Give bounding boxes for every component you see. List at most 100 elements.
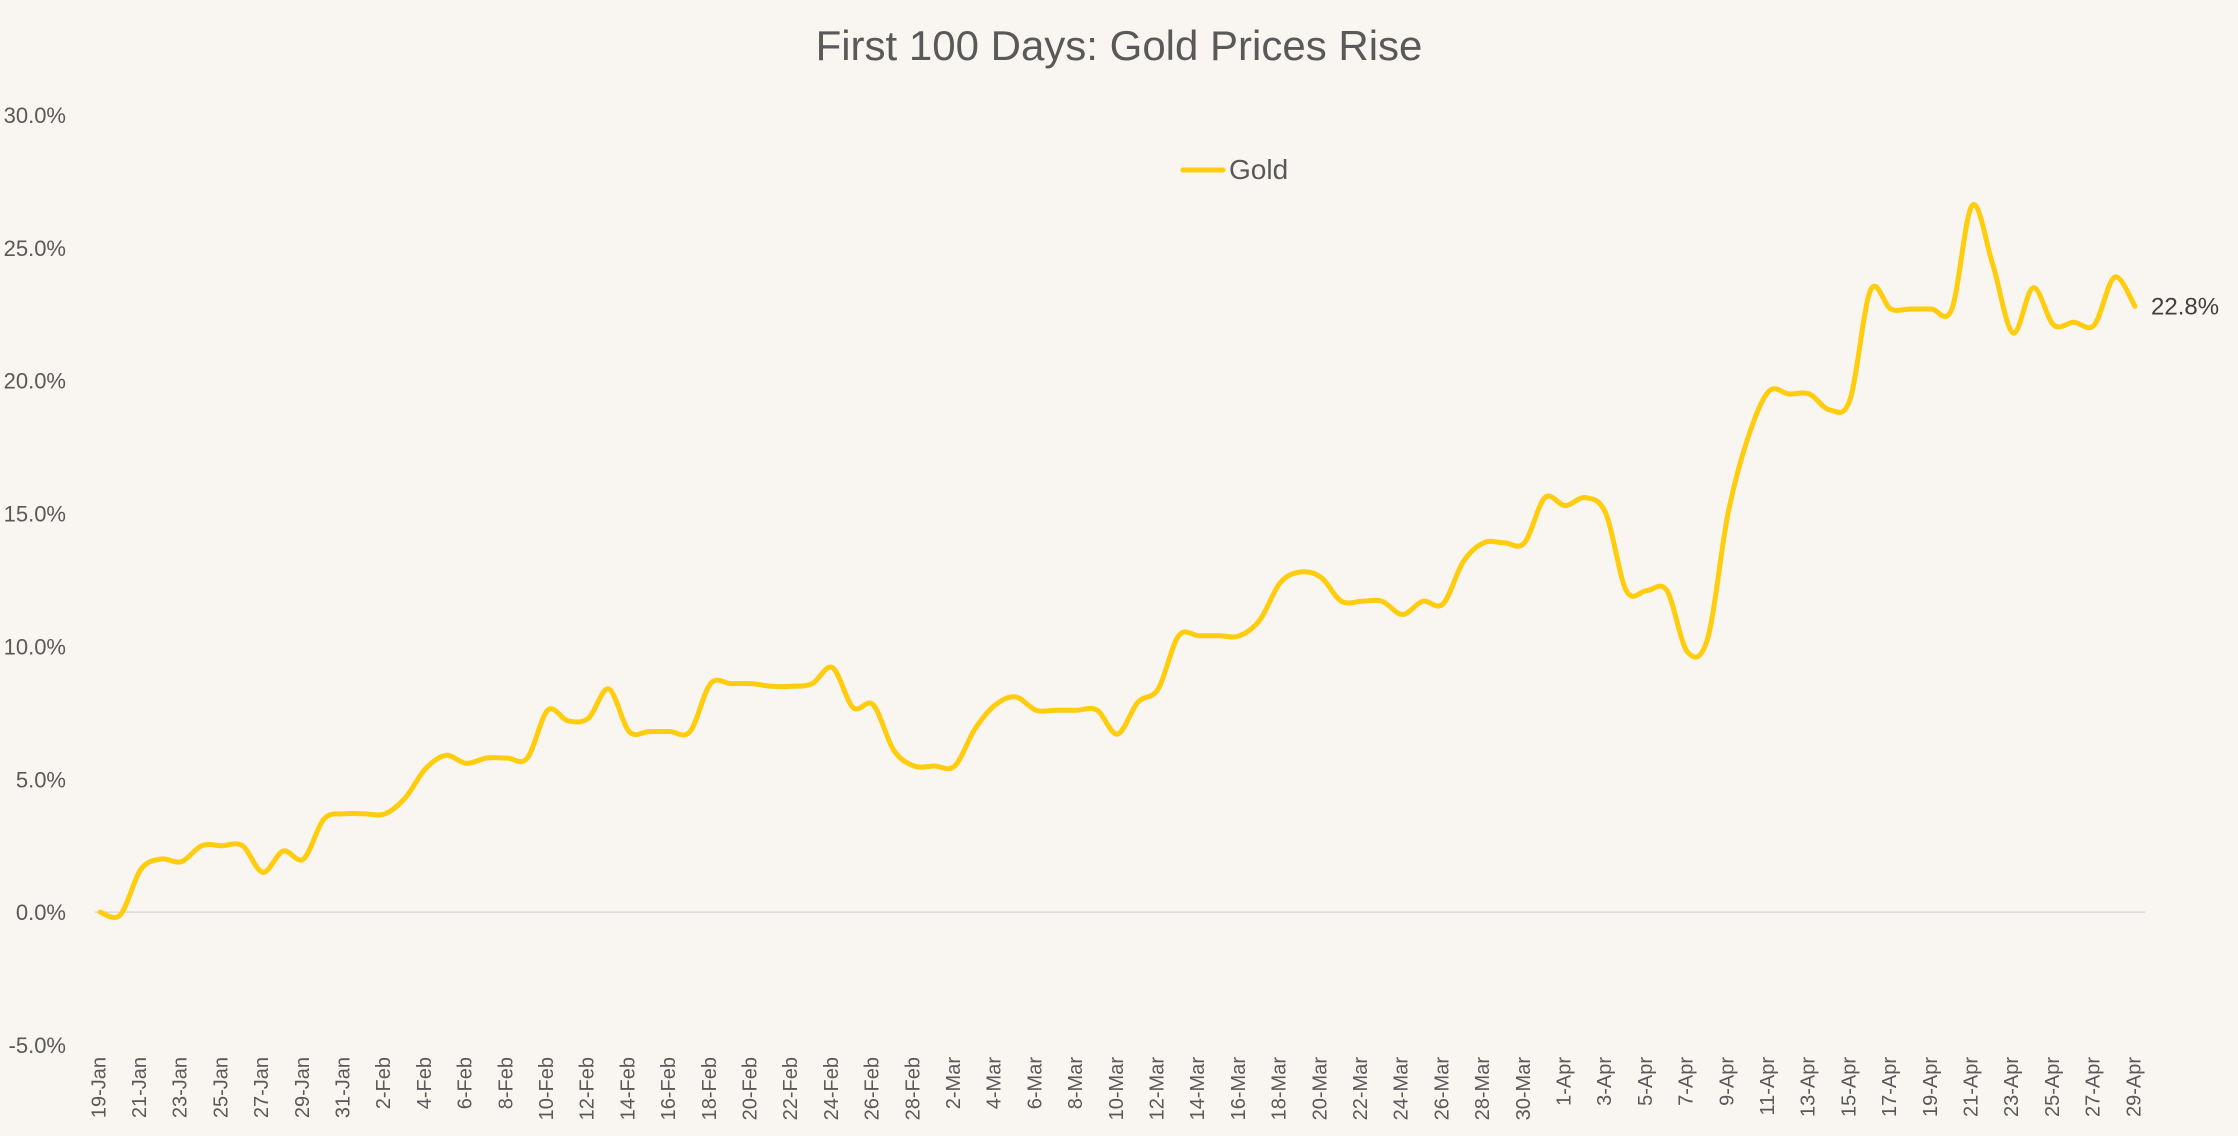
x-tick-label: 21-Jan: [129, 1057, 151, 1118]
gold-data-point: [1908, 306, 1914, 312]
gold-data-point: [1644, 588, 1650, 594]
gold-data-point: [504, 755, 510, 761]
gold-data-point: [1481, 540, 1487, 546]
gold-data-point: [402, 795, 408, 801]
gold-data-point: [117, 912, 123, 918]
gold-series-line: [97, 202, 2138, 920]
x-tick-label: 20-Feb: [739, 1057, 761, 1120]
y-tick-label: 0.0%: [16, 900, 66, 925]
gold-data-point: [443, 752, 449, 758]
x-tick-label: 25-Jan: [210, 1057, 232, 1118]
gold-data-point: [1542, 495, 1548, 501]
gold-data-point: [606, 686, 612, 692]
gold-data-point: [1603, 511, 1609, 517]
x-tick-label: 8-Mar: [1065, 1057, 1087, 1110]
x-tick-label: 28-Feb: [902, 1057, 924, 1120]
gold-data-point: [97, 909, 103, 915]
x-tick-label: 8-Feb: [495, 1057, 517, 1109]
x-tick-label: 18-Feb: [699, 1057, 721, 1120]
gold-data-point: [728, 681, 734, 687]
gold-data-point: [1562, 503, 1568, 509]
gold-data-point: [219, 843, 225, 849]
x-tick-label: 16-Feb: [658, 1057, 680, 1120]
gold-data-point: [687, 728, 693, 734]
gold-data-point: [1684, 649, 1690, 655]
x-tick-label: 1-Apr: [1553, 1057, 1575, 1106]
gold-data-point: [2051, 322, 2057, 328]
y-tick-label: 10.0%: [4, 634, 66, 659]
x-tick-label: 19-Apr: [1920, 1057, 1942, 1117]
gold-data-point: [1237, 633, 1243, 639]
gold-data-point: [1196, 633, 1202, 639]
x-tick-label: 4-Mar: [984, 1057, 1006, 1110]
x-axis: 19-Jan 21-Jan 23-Jan 25-Jan 27-Jan 29-Jan 31-J…: [88, 1057, 2145, 1121]
gold-data-point: [1053, 707, 1059, 713]
x-tick-label: 26-Mar: [1431, 1057, 1453, 1121]
gold-data-point: [1176, 633, 1182, 639]
gold-data-point: [382, 811, 388, 817]
y-tick-label: 5.0%: [16, 767, 66, 792]
x-tick-label: 2-Feb: [373, 1057, 395, 1109]
y-tick-label: 20.0%: [4, 369, 66, 394]
x-tick-label: 2-Mar: [943, 1057, 965, 1110]
y-tick-label: 15.0%: [4, 502, 66, 527]
gold-data-point: [1440, 601, 1446, 607]
gold-data-point: [1522, 540, 1528, 546]
gold-data-point: [1827, 407, 1833, 413]
x-tick-label: 20-Mar: [1309, 1057, 1331, 1121]
gold-data-point: [1399, 612, 1405, 618]
gold-data-point: [239, 843, 245, 849]
gold-data-point: [199, 843, 205, 849]
gold-data-point: [992, 702, 998, 708]
gold-data-point: [1379, 598, 1385, 604]
gold-data-point: [463, 760, 469, 766]
x-tick-label: 19-Jan: [88, 1057, 110, 1118]
gold-data-point: [1094, 707, 1100, 713]
gold-data-point: [1583, 495, 1589, 501]
gold-data-point: [1766, 388, 1772, 394]
gold-data-point: [626, 728, 632, 734]
gold-data-point: [1949, 306, 1955, 312]
gold-data-point: [1806, 391, 1812, 397]
gold-data-point: [1033, 707, 1039, 713]
gold-data-point: [1969, 202, 1975, 208]
gold-data-point: [1298, 569, 1304, 575]
gold-data-point: [1318, 574, 1324, 580]
x-tick-label: 27-Apr: [2083, 1057, 2105, 1117]
legend-label-gold: Gold: [1229, 154, 1288, 185]
gold-data-point: [952, 763, 958, 769]
gold-data-point: [1623, 588, 1629, 594]
gold-data-point: [646, 728, 652, 734]
x-tick-label: 6-Feb: [455, 1057, 477, 1109]
gold-data-point: [1888, 306, 1894, 312]
x-tick-label: 22-Mar: [1350, 1057, 1372, 1121]
gold-data-point: [484, 755, 490, 761]
gold-data-point: [850, 705, 856, 711]
gold-data-point: [178, 859, 184, 865]
x-tick-label: 4-Feb: [414, 1057, 436, 1109]
x-tick-label: 23-Jan: [170, 1057, 192, 1118]
gold-data-point: [260, 869, 266, 875]
x-tick-label: 14-Feb: [617, 1057, 639, 1120]
gold-data-point: [2030, 285, 2036, 291]
x-tick-label: 27-Jan: [251, 1057, 273, 1118]
y-tick-label: 25.0%: [4, 236, 66, 261]
gold-data-point: [2071, 319, 2077, 325]
gold-data-point: [2091, 322, 2097, 328]
gold-data-point: [545, 707, 551, 713]
gold-data-point: [2112, 274, 2118, 280]
gold-data-point: [1338, 598, 1344, 604]
x-tick-label: 12-Feb: [577, 1057, 599, 1120]
gold-data-point: [748, 681, 754, 687]
gold-data-point: [769, 683, 775, 689]
gold-data-point: [2010, 330, 2016, 336]
gold-data-point: [2132, 303, 2138, 309]
y-axis: -5.0% 0.0% 5.0% 10.0% 15.0% 20.0% 25.0% 30.0%: [4, 103, 66, 1058]
gold-data-point: [423, 766, 429, 772]
gold-data-point: [1847, 396, 1853, 402]
gold-data-point: [708, 681, 714, 687]
gold-data-point: [1867, 287, 1873, 293]
gold-data-point: [1216, 633, 1222, 639]
gold-data-point: [830, 665, 836, 671]
gold-data-point: [585, 715, 591, 721]
